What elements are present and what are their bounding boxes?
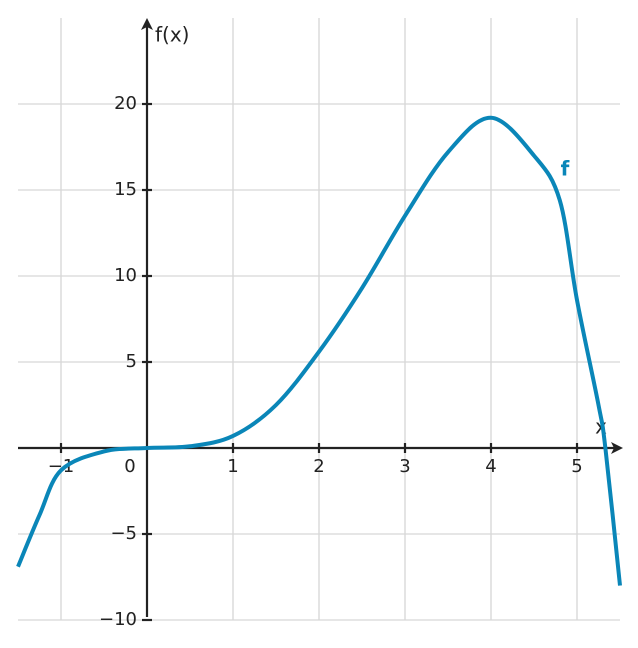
y-tick-label: 5 (126, 351, 137, 372)
y-tick-label: 20 (114, 93, 137, 114)
y-axis-label: f(x) (155, 23, 189, 47)
y-axis-arrow (141, 18, 153, 30)
y-tick-label: 10 (114, 265, 137, 286)
x-tick-label: 3 (399, 456, 410, 477)
y-tick-label: −5 (110, 523, 137, 544)
x-tick-label: 4 (485, 456, 496, 477)
x-tick-label: 5 (571, 456, 582, 477)
curve-label: f (561, 157, 570, 181)
y-tick-label: 15 (114, 179, 137, 200)
function-curve (16, 115, 622, 586)
x-axis-arrow (611, 442, 623, 454)
x-tick-label: 2 (313, 456, 324, 477)
y-tick-label: −10 (99, 609, 137, 630)
x-tick-label: 0 (124, 456, 135, 477)
x-tick-label: 1 (227, 456, 238, 477)
x-tick-label: −1 (48, 456, 75, 477)
